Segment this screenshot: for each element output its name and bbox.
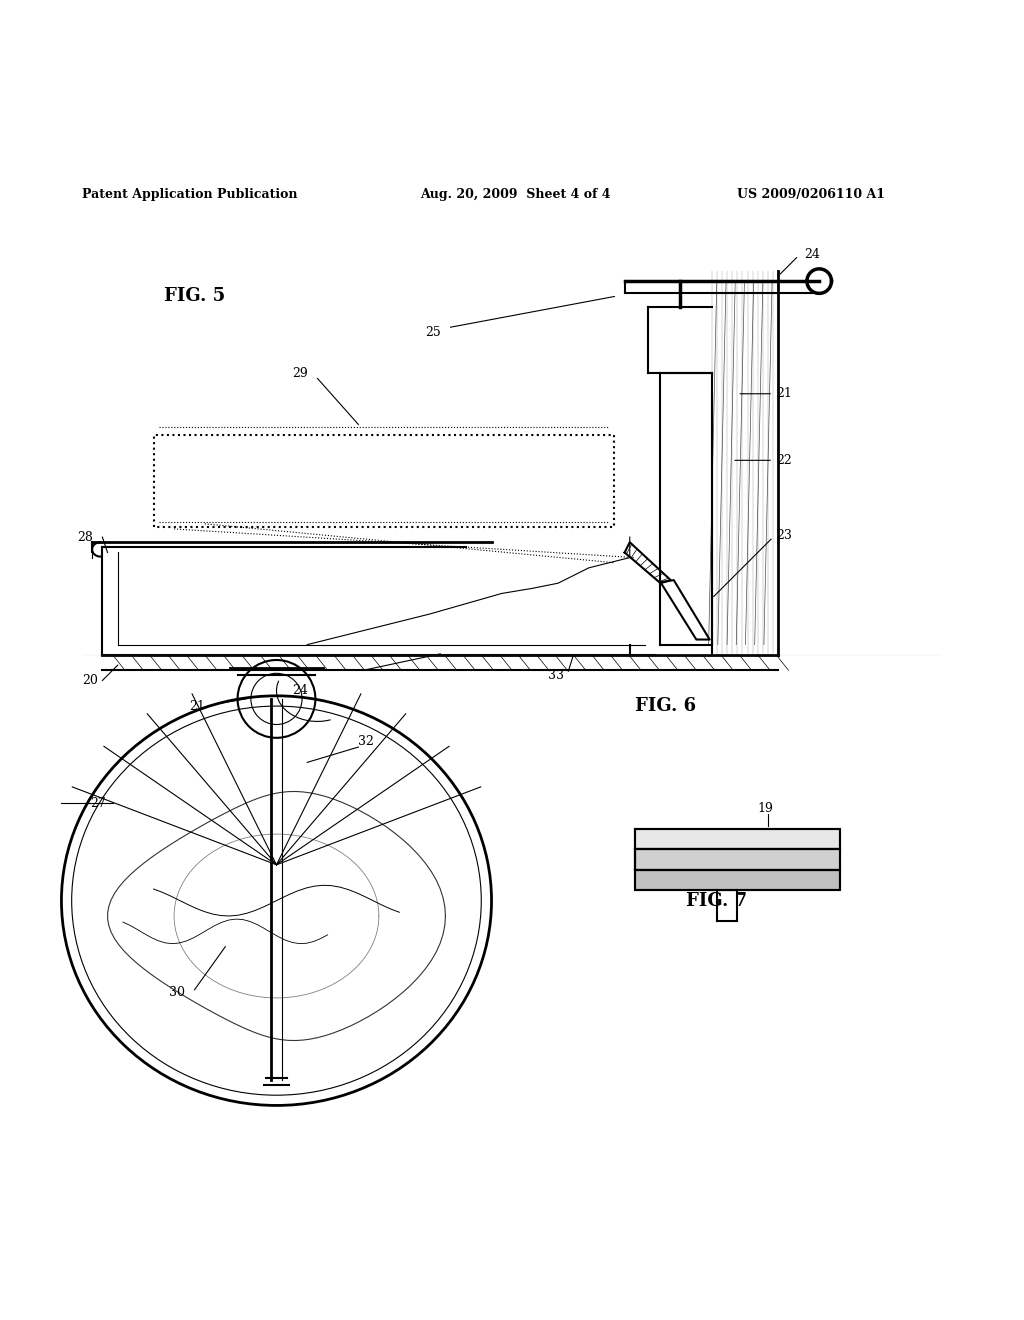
- Text: 23: 23: [776, 528, 793, 541]
- Text: 21: 21: [189, 700, 206, 713]
- Text: 21: 21: [776, 387, 793, 400]
- Polygon shape: [635, 850, 840, 870]
- Text: 27: 27: [90, 797, 105, 810]
- Text: 20: 20: [82, 675, 98, 686]
- Text: US 2009/0206110 A1: US 2009/0206110 A1: [737, 187, 886, 201]
- Text: Patent Application Publication: Patent Application Publication: [82, 187, 297, 201]
- Text: 24: 24: [804, 248, 820, 261]
- Text: 24: 24: [292, 684, 308, 697]
- Text: FIG. 6: FIG. 6: [635, 697, 696, 715]
- Text: FIG. 5: FIG. 5: [164, 288, 225, 305]
- Text: 33: 33: [548, 669, 564, 682]
- Text: FIG. 7: FIG. 7: [686, 891, 748, 909]
- Text: 28: 28: [77, 531, 93, 544]
- Text: 19: 19: [758, 803, 774, 814]
- Text: 22: 22: [776, 454, 792, 467]
- Text: 30: 30: [169, 986, 185, 999]
- Text: 25: 25: [425, 326, 440, 339]
- Polygon shape: [635, 829, 840, 850]
- Polygon shape: [635, 870, 840, 891]
- Text: 32: 32: [358, 735, 375, 748]
- Text: 29: 29: [292, 367, 307, 380]
- Text: Aug. 20, 2009  Sheet 4 of 4: Aug. 20, 2009 Sheet 4 of 4: [420, 187, 610, 201]
